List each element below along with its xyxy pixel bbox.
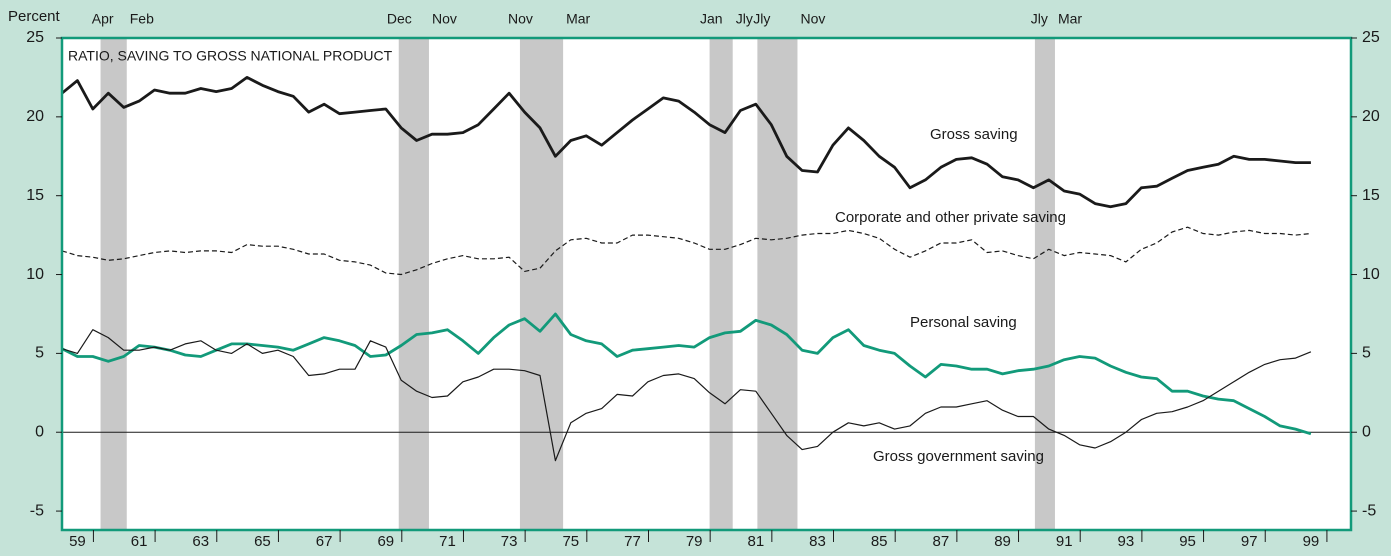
x-tick-label: 97 [1241, 533, 1258, 550]
series-label: Gross saving [930, 126, 1018, 143]
recession-band [709, 38, 733, 530]
x-tick-label: 73 [501, 533, 518, 550]
recession-band [1034, 38, 1055, 530]
recession-band [519, 38, 564, 530]
recession-start-label: Jly [1031, 11, 1048, 27]
series-line [61, 329, 1312, 462]
y-axis-label: Percent [8, 8, 61, 25]
recession-start-label: Jan [700, 11, 723, 27]
series-label: Corporate and other private saving [835, 209, 1066, 226]
y-tick-label: 15 [26, 187, 44, 204]
y-tick-label: 10 [26, 266, 44, 283]
recession-end-label: Nov [432, 11, 457, 27]
x-tick-label: 63 [192, 533, 209, 550]
y2-tick-label: 5 [1362, 345, 1371, 362]
y2-tick-label: 25 [1362, 29, 1380, 46]
chart-title: RATIO, SAVING TO GROSS NATIONAL PRODUCT [68, 48, 393, 64]
y-tick-label: 25 [26, 29, 44, 46]
series-label: Gross government saving [873, 448, 1044, 465]
recession-end-label: Feb [130, 11, 154, 27]
x-tick-label: 79 [686, 533, 703, 550]
x-tick-label: 99 [1303, 533, 1320, 550]
y2-tick-label: 15 [1362, 187, 1380, 204]
recession-end-label: Nov [800, 11, 825, 27]
recession-band [100, 38, 127, 530]
x-tick-label: 65 [254, 533, 271, 550]
y2-tick-label: 0 [1362, 423, 1371, 440]
recession-end-label: Mar [1058, 11, 1082, 27]
y-tick-label: -5 [30, 502, 44, 519]
recession-end-label: Mar [566, 11, 590, 27]
x-tick-label: 85 [871, 533, 888, 550]
y2-tick-label: -5 [1362, 502, 1376, 519]
x-tick-label: 67 [316, 533, 333, 550]
recession-start-label: Apr [92, 11, 114, 27]
series-line [61, 226, 1311, 276]
y-tick-label: 5 [35, 345, 44, 362]
plot-frame [60, 36, 1353, 532]
x-tick-label: 91 [1056, 533, 1073, 550]
recession-band [757, 38, 798, 530]
series-line [61, 312, 1312, 436]
recession-start-label: Nov [508, 11, 533, 27]
x-tick-label: 81 [747, 533, 764, 550]
x-tick-label: 75 [562, 533, 579, 550]
y-tick-label: 20 [26, 108, 44, 125]
series-line [61, 76, 1311, 209]
recession-end-label: Jly [736, 11, 753, 27]
x-tick-label: 69 [377, 533, 394, 550]
recession-band [398, 38, 429, 530]
y2-tick-label: 20 [1362, 108, 1380, 125]
x-tick-label: 71 [439, 533, 456, 550]
x-tick-label: 59 [69, 533, 86, 550]
x-tick-label: 83 [809, 533, 826, 550]
recession-start-label: Dec [387, 11, 412, 27]
plot-area [62, 38, 1351, 530]
x-tick-label: 95 [1179, 533, 1196, 550]
x-tick-label: 87 [933, 533, 950, 550]
x-tick-label: 93 [1118, 533, 1135, 550]
x-tick-label: 89 [994, 533, 1011, 550]
y-tick-label: 0 [35, 423, 44, 440]
plot-layer [61, 38, 1351, 530]
series-label: Personal saving [910, 314, 1017, 331]
y2-tick-label: 10 [1362, 266, 1380, 283]
recession-start-label: Jly [753, 11, 770, 27]
x-tick-label: 61 [131, 533, 148, 550]
x-tick-label: 77 [624, 533, 641, 550]
